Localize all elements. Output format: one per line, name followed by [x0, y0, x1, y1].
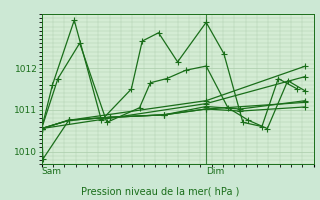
Text: Sam: Sam	[42, 167, 61, 176]
Text: Pression niveau de la mer( hPa ): Pression niveau de la mer( hPa )	[81, 186, 239, 196]
Text: Dim: Dim	[206, 167, 224, 176]
